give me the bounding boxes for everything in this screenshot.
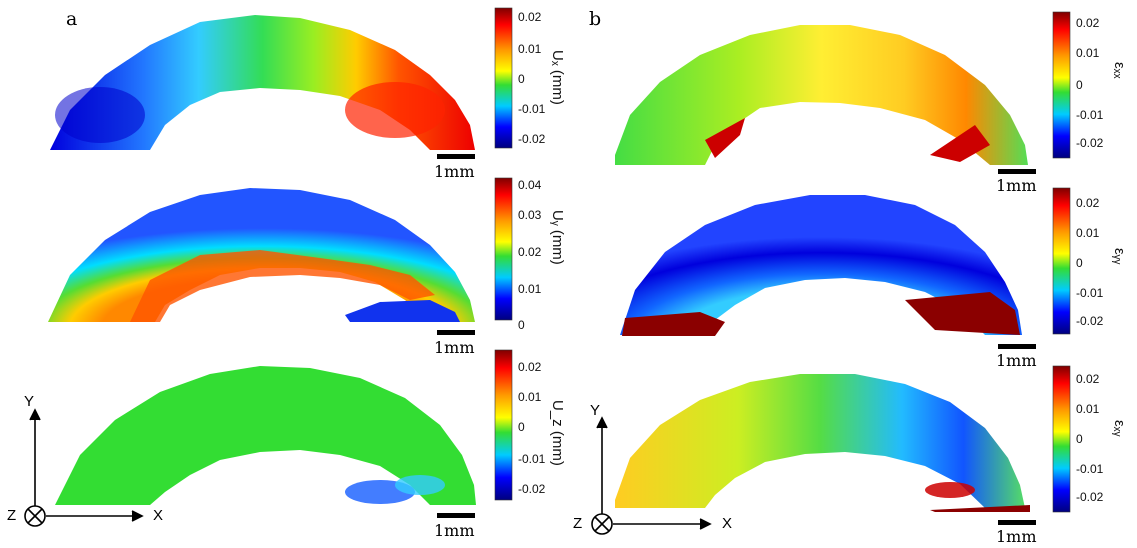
- uz-scale-label: 1mm: [434, 521, 475, 540]
- tick: -0.02: [1076, 490, 1104, 504]
- eyy-map: [620, 195, 1022, 335]
- tick: 0: [1076, 432, 1083, 446]
- tick: 0.02: [1076, 16, 1100, 30]
- uy-scale-label: 1mm: [434, 338, 475, 357]
- tick: 0: [1076, 78, 1083, 92]
- panel-letter-b: b: [589, 8, 602, 30]
- exy-scale-label: 1mm: [996, 527, 1037, 546]
- uy-label: Uᵧ (mm): [549, 210, 566, 265]
- ux-map: [50, 15, 475, 150]
- tick: -0.01: [1076, 108, 1104, 122]
- tick: 0.02: [1076, 196, 1100, 210]
- tick: -0.01: [518, 452, 546, 466]
- ux-scale-label: 1mm: [434, 162, 475, 181]
- exy-map: [615, 374, 1025, 508]
- uz-label: U_z (mm): [549, 400, 566, 466]
- tick: -0.02: [518, 132, 546, 146]
- exy-label: εₓᵧ: [1111, 420, 1128, 437]
- eyy-colorbar: [1052, 187, 1071, 335]
- tick: -0.01: [1076, 286, 1104, 300]
- tick: 0.02: [518, 360, 542, 374]
- axes-triad-right: [591, 416, 712, 535]
- ux-colorbar: [494, 7, 513, 149]
- uz-map: [55, 366, 476, 505]
- uy-scalebar: [437, 330, 475, 335]
- uy-colorbar: [494, 177, 513, 321]
- axis-z-right: Z: [573, 515, 583, 532]
- tick: -0.02: [1076, 136, 1104, 150]
- tick: -0.01: [518, 102, 546, 116]
- eyy-label: εᵧᵧ: [1111, 248, 1128, 265]
- tick: 0.02: [518, 10, 542, 24]
- tick: 0.01: [1076, 402, 1100, 416]
- tick: -0.02: [518, 482, 546, 496]
- ux-label: Uₓ (mm): [549, 50, 566, 105]
- tick: 0.01: [518, 42, 542, 56]
- tick: 0.03: [518, 208, 542, 222]
- tick: 0.02: [1076, 372, 1100, 386]
- axis-z-left: Z: [7, 507, 17, 524]
- tick: 0.01: [1076, 226, 1100, 240]
- tick: 0.04: [518, 178, 542, 192]
- axis-x-left: X: [153, 507, 164, 524]
- tick: -0.02: [1076, 314, 1104, 328]
- axes-triad-left: [24, 408, 144, 527]
- axis-y-right: Y: [590, 402, 601, 419]
- exx-scalebar: [998, 169, 1036, 174]
- exx-colorbar: [1052, 11, 1071, 159]
- exy-scalebar: [998, 520, 1036, 525]
- axis-x-right: X: [722, 515, 733, 532]
- tick: 0.01: [518, 390, 542, 404]
- panel-letter-a: a: [66, 8, 78, 30]
- exx-scale-label: 1mm: [996, 176, 1037, 195]
- tick: 0.02: [518, 245, 542, 259]
- exx-map: [615, 25, 1028, 165]
- exy-colorbar: [1052, 365, 1071, 513]
- eyy-scalebar: [998, 344, 1036, 349]
- tick: -0.01: [1076, 462, 1104, 476]
- tick: 0: [518, 72, 525, 86]
- tick: 0: [1076, 256, 1083, 270]
- uz-colorbar: [494, 349, 513, 501]
- axis-y-left: Y: [24, 393, 35, 410]
- uz-scalebar: [437, 513, 475, 518]
- tick: 0: [518, 420, 525, 434]
- exx-label: εₓₓ: [1111, 62, 1128, 79]
- tick: 0: [518, 318, 525, 332]
- tick: 0.01: [1076, 46, 1100, 60]
- eyy-scale-label: 1mm: [996, 351, 1037, 370]
- tick: 0.01: [518, 282, 542, 296]
- ux-scalebar: [437, 154, 475, 159]
